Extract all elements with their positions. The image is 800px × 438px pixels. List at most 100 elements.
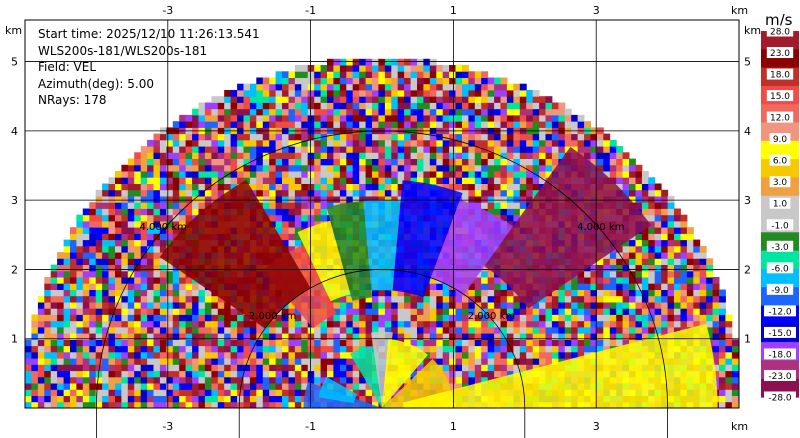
noise-cell: [243, 358, 251, 365]
noise-cell: [513, 314, 521, 322]
noise-cell: [661, 227, 669, 234]
noise-cell: [661, 289, 669, 297]
noise-cell: [50, 320, 58, 328]
noise-cell: [603, 270, 611, 278]
noise-cell: [494, 146, 501, 153]
noise-cell: [256, 401, 264, 408]
noise-cell: [384, 139, 392, 147]
noise-cell: [179, 196, 187, 203]
noise-cell: [127, 351, 135, 359]
noise-cell: [256, 383, 264, 390]
noise-cell: [147, 245, 154, 253]
noise-cell: [359, 114, 367, 122]
noise-cell: [423, 326, 431, 334]
noise-cell: [372, 395, 379, 403]
noise-cell: [256, 83, 264, 91]
noise-cell: [596, 277, 604, 284]
noise-cell: [532, 308, 540, 315]
noise-cell: [89, 208, 97, 216]
noise-cell: [506, 102, 514, 110]
noise-cell: [57, 401, 64, 408]
noise-cell: [410, 58, 418, 66]
noise-cell: [513, 121, 521, 128]
noise-cell: [217, 302, 225, 309]
noise-cell: [269, 333, 277, 340]
noise-cell: [314, 339, 322, 347]
noise-cell: [57, 283, 64, 290]
noise-cell: [635, 177, 643, 184]
noise-cell: [455, 370, 463, 378]
noise-cell: [339, 339, 347, 347]
noise-cell: [391, 308, 399, 315]
noise-cell: [115, 252, 122, 259]
noise-cell: [487, 146, 495, 153]
noise-cell: [384, 326, 392, 334]
noise-cell: [95, 376, 103, 384]
noise-cell: [237, 314, 244, 322]
noise-cell: [339, 90, 347, 97]
noise-cell: [449, 121, 456, 128]
noise-cell: [294, 83, 302, 91]
noise-cell: [423, 302, 431, 309]
noise-cell: [519, 114, 527, 122]
noise-cell: [500, 308, 508, 315]
noise-cell: [629, 164, 636, 172]
noise-cell: [102, 364, 109, 372]
noise-cell: [127, 258, 135, 265]
noise-cell: [256, 370, 264, 378]
noise-cell: [693, 283, 701, 290]
noise-cell: [429, 121, 437, 128]
noise-cell: [462, 196, 469, 203]
noise-cell: [449, 364, 456, 372]
noise-cell: [359, 152, 367, 159]
noise-cell: [423, 345, 431, 353]
noise-cell: [712, 351, 720, 359]
noise-cell: [275, 96, 283, 103]
noise-cell: [539, 177, 546, 184]
noise-cell: [307, 83, 315, 91]
noise-cell: [635, 252, 643, 259]
noise-cell: [339, 302, 347, 309]
noise-cell: [127, 320, 135, 328]
noise-cell: [339, 108, 347, 116]
noise-cell: [237, 401, 244, 408]
noise-cell: [641, 333, 649, 340]
noise-cell: [185, 326, 193, 334]
noise-cell: [198, 302, 206, 309]
noise-cell: [526, 164, 534, 172]
noise-cell: [365, 108, 373, 116]
noise-cell: [384, 289, 392, 297]
noise-cell: [282, 121, 289, 128]
noise-cell: [462, 351, 469, 359]
noise-cell: [603, 139, 611, 147]
noise-cell: [513, 158, 521, 166]
noise-cell: [526, 90, 534, 97]
noise-cell: [217, 171, 225, 178]
noise-cell: [115, 270, 122, 278]
noise-cell: [365, 114, 373, 122]
noise-cell: [256, 358, 264, 365]
noise-cell: [314, 133, 322, 141]
noise-cell: [288, 139, 296, 147]
noise-cell: [185, 389, 193, 396]
noise-cell: [654, 302, 662, 309]
noise-cell: [474, 320, 482, 328]
noise-cell: [134, 333, 142, 340]
noise-cell: [404, 376, 411, 384]
noise-cell: [616, 258, 624, 265]
noise-cell: [327, 189, 334, 197]
noise-cell: [442, 339, 450, 347]
noise-cell: [539, 152, 546, 159]
noise-cell: [269, 183, 277, 191]
noise-cell: [127, 389, 135, 396]
noise-cell: [436, 96, 444, 103]
noise-cell: [719, 395, 726, 403]
noise-cell: [320, 358, 328, 365]
noise-cell: [127, 295, 135, 303]
noise-cell: [333, 158, 341, 166]
noise-cell: [237, 83, 244, 91]
noise-cell: [192, 189, 199, 197]
noise-cell: [539, 164, 546, 172]
noise-cell: [539, 158, 546, 166]
noise-cell: [301, 121, 309, 128]
